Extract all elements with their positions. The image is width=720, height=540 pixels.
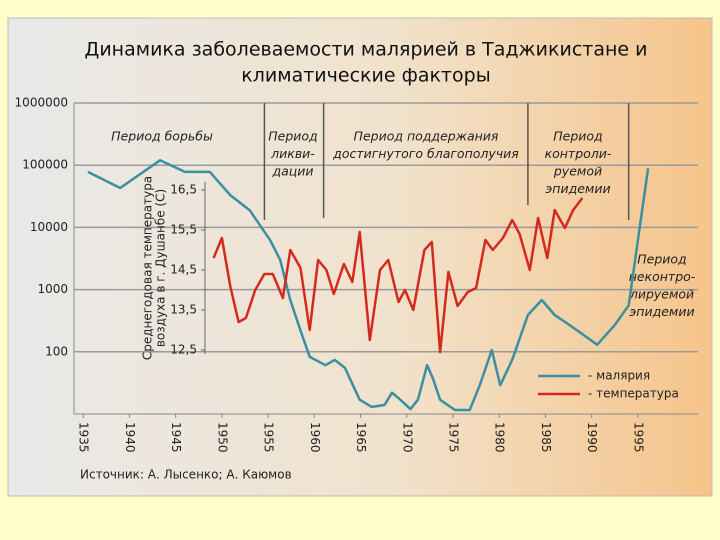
x-tick-label: 1975	[447, 422, 461, 453]
x-tick-label: 1940	[123, 422, 137, 453]
legend-label: - малярия	[588, 369, 650, 383]
annotation: Период	[268, 129, 317, 144]
y-tick-label: 100	[45, 344, 68, 358]
x-tick-label: 1995	[631, 422, 645, 453]
panel	[7, 17, 713, 497]
chart-title: климатические факторы	[241, 65, 490, 87]
y2-axis-label: воздуха в г. Душанбе (С)	[154, 189, 168, 347]
x-tick-label: 1965	[354, 422, 368, 453]
annotation: эпидемии	[545, 181, 610, 196]
series-line	[212, 197, 584, 354]
annotation: лируемой	[629, 287, 694, 302]
y2-tick-label: 13,5	[170, 303, 197, 317]
y2-tick-label: 14,5	[170, 263, 197, 277]
x-tick-label: 1970	[400, 422, 414, 453]
y2-tick-label: 12,5	[170, 343, 197, 357]
chart-title: Динамика заболеваемости малярией в Таджи…	[84, 39, 647, 61]
annotation: достигнутого благополучия	[332, 146, 519, 161]
y-tick-label: 1000	[37, 282, 68, 296]
x-tick-label: 1950	[215, 422, 229, 453]
y-tick-label: 10000	[30, 220, 68, 234]
annotation: ликви-	[270, 146, 315, 161]
legend-label: - температура	[588, 387, 679, 401]
x-tick-label: 1960	[308, 422, 322, 453]
series-line	[87, 159, 650, 412]
annotation: эпидемии	[629, 304, 694, 319]
annotation: контроли-	[545, 146, 612, 161]
source: Источник: А. Лысенко; А. Каюмов	[80, 468, 292, 482]
annotation: руемой	[553, 164, 602, 179]
y-tick-label: 100000	[22, 158, 68, 172]
annotation: Период борьбы	[111, 129, 213, 144]
x-tick-label: 1985	[539, 422, 553, 453]
x-tick-label: 1935	[77, 422, 91, 453]
x-tick-label: 1980	[493, 422, 507, 453]
annotation: неконтро-	[629, 269, 696, 284]
annotation: дации	[271, 164, 313, 179]
annotation: Период	[637, 252, 686, 267]
y2-tick-label: 15,5	[170, 223, 197, 237]
y-tick-label: 1000000	[15, 96, 68, 110]
annotation: Период	[553, 129, 602, 144]
y2-tick-label: 16,5	[170, 183, 197, 197]
y2-axis-label: Среднегодовая температура	[141, 176, 155, 360]
x-tick-label: 1955	[262, 422, 276, 453]
x-tick-label: 1990	[585, 422, 599, 453]
x-tick-label: 1945	[169, 422, 183, 453]
annotation: Период поддержания	[354, 129, 499, 144]
